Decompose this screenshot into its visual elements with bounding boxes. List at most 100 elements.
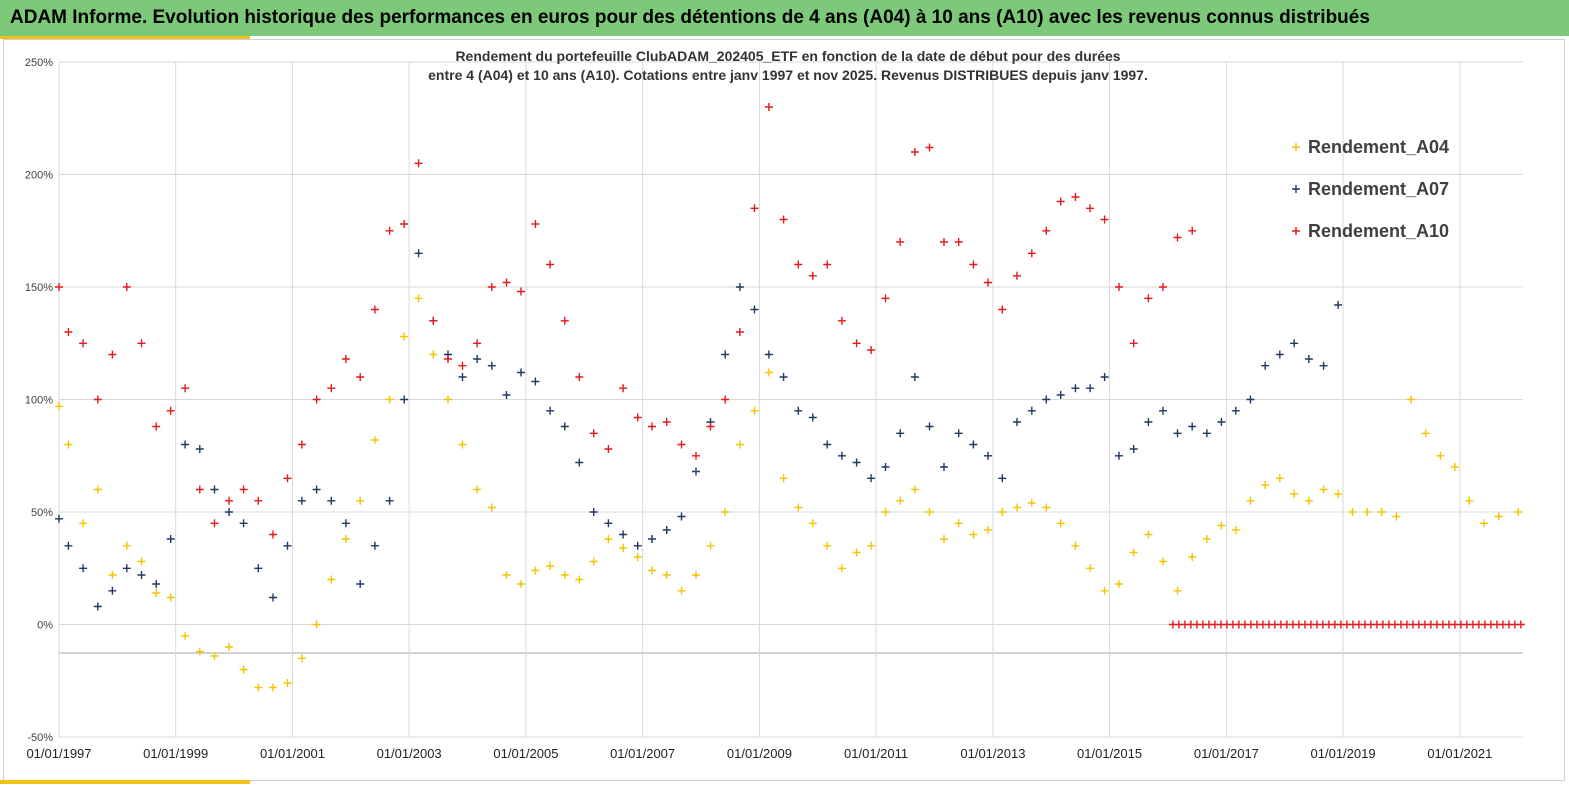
data-point [254, 564, 263, 573]
data-point [940, 463, 948, 471]
x-tick-label: 01/01/1999 [143, 746, 208, 761]
data-point [414, 159, 423, 168]
data-point [225, 508, 233, 516]
data-point [779, 373, 788, 381]
data-point [648, 535, 656, 543]
data-point [531, 220, 540, 228]
data-point [531, 566, 540, 575]
x-tick-label: 01/01/2019 [1311, 746, 1376, 761]
data-point [1086, 384, 1095, 393]
data-point [283, 679, 292, 687]
data-point [721, 350, 730, 359]
series-layer [55, 103, 1525, 692]
data-point [1115, 283, 1123, 291]
data-point [122, 541, 131, 550]
data-point [531, 377, 540, 386]
data-point [1071, 384, 1080, 393]
series-Rendement_A10 [55, 103, 1197, 539]
data-point [239, 485, 248, 494]
data-point [619, 530, 628, 539]
zero-point [1516, 620, 1525, 629]
data-point [910, 148, 919, 156]
data-point [181, 631, 190, 640]
zero-line-markers [1168, 620, 1525, 629]
data-point [1217, 521, 1226, 530]
data-point [706, 422, 715, 431]
data-point [1129, 445, 1138, 453]
data-point [1144, 418, 1153, 426]
data-point [1334, 301, 1343, 309]
data-point [764, 350, 773, 359]
data-point [93, 602, 102, 611]
data-point [925, 143, 934, 152]
data-point [560, 571, 569, 579]
data-point [823, 440, 832, 449]
data-point [122, 283, 131, 291]
data-point [356, 373, 365, 381]
data-point [808, 413, 817, 422]
data-point [867, 346, 876, 354]
data-point [1494, 512, 1503, 521]
axis-ticks: -50% 0% 50% 100% 150% 200% 250% 01/01/1997 01/01… [25, 57, 1493, 761]
data-point [604, 519, 613, 528]
data-point [1173, 233, 1182, 242]
data-point [341, 519, 350, 528]
data-point [750, 305, 759, 314]
legend-label: Rendement_A07 [1308, 179, 1449, 199]
data-point [1246, 395, 1255, 404]
data-point [1290, 490, 1299, 498]
data-point [414, 294, 423, 303]
data-point [152, 589, 161, 597]
data-point [152, 580, 161, 588]
data-point [473, 339, 482, 348]
data-point [137, 339, 146, 348]
data-point [55, 283, 63, 291]
data-point [1188, 226, 1197, 235]
data-point [1421, 429, 1430, 438]
data-point [1480, 519, 1488, 528]
data-point [633, 553, 642, 561]
data-point [341, 355, 350, 363]
data-point [254, 496, 263, 505]
data-point [195, 485, 204, 494]
y-tick-label: -50% [27, 732, 53, 744]
data-point [808, 271, 817, 280]
data-point [896, 496, 905, 505]
data-point [517, 368, 525, 377]
data-point [1304, 496, 1313, 505]
legend-marker [1292, 185, 1300, 193]
data-point [55, 402, 63, 411]
data-point [619, 544, 628, 552]
data-point [458, 440, 467, 449]
data-point [984, 278, 992, 287]
data-point [604, 445, 613, 453]
data-point [356, 580, 365, 588]
data-point [633, 413, 642, 422]
data-point [181, 384, 190, 393]
data-point [721, 395, 730, 404]
data-point [677, 440, 686, 449]
data-point [1514, 508, 1523, 516]
data-point [1261, 361, 1270, 370]
y-tick-label: 200% [25, 170, 53, 182]
data-point [1159, 283, 1167, 291]
data-point [764, 103, 773, 111]
data-point [93, 395, 102, 404]
data-point [837, 564, 846, 573]
data-point [210, 485, 219, 494]
data-point [312, 395, 321, 404]
data-point [1115, 451, 1123, 460]
data-point [560, 316, 569, 325]
data-point [881, 508, 890, 516]
data-point [1217, 418, 1226, 426]
data-point [210, 652, 219, 660]
accent-bar-bottom [0, 780, 250, 784]
data-point [473, 355, 482, 363]
data-point [283, 474, 292, 483]
data-point [1407, 395, 1415, 404]
data-point [589, 508, 598, 516]
chart-title-line2: entre 4 (A04) et 10 ans (A10). Cotations… [428, 67, 1148, 83]
data-point [823, 260, 832, 269]
data-point [852, 548, 861, 557]
data-point [589, 557, 598, 566]
